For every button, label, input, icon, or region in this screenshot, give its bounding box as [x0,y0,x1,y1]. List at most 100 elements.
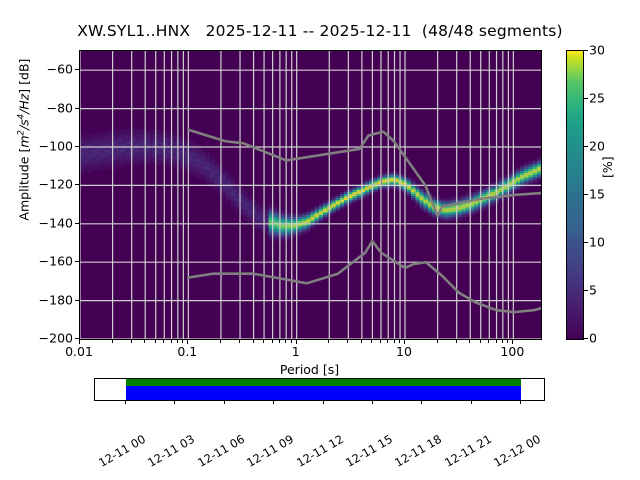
x-tick-label: 0.01 [65,344,93,359]
x-tick-mark [285,340,287,343]
x-tick-mark [436,340,438,343]
x-tick-mark [360,340,362,343]
x-tick-mark [387,340,389,343]
x-tick-mark [404,340,405,344]
colorbar-tick-label: 15 [589,186,605,202]
y-axis-ticks: −60 −80 −100 −120 −140 −160 −180 −200 [20,50,79,346]
x-tick-mark [479,340,481,343]
x-tick-mark [290,340,292,343]
x-tick-mark [347,340,349,343]
ppsd-plot-area [80,51,541,339]
colorbar-tick-label: 5 [589,282,597,298]
x-tick-mark [278,340,280,343]
coverage-tick-label: 12-11 12 [293,431,346,470]
x-tick-mark [252,340,254,343]
y-tick-mark [75,222,79,224]
coverage-tick-label: 12-11 03 [145,431,198,470]
y-tick-label: −200 [38,330,73,346]
x-tick-mark [371,340,373,343]
x-tick-mark [182,340,184,343]
y-tick-mark [75,69,79,71]
x-tick-mark [501,340,503,343]
coverage-tick-label: 12-11 09 [244,431,297,470]
ppsd-density-canvas [80,51,541,339]
coverage-tick-label: 12-12 00 [491,431,543,470]
colorbar-tick-mark [584,98,588,99]
x-tick-mark [219,340,221,343]
colorbar-tick-label: 30 [589,42,605,58]
x-axis-label: Period [s] [279,362,340,377]
y-tick-mark [75,107,79,109]
coverage-span-bar [126,386,521,400]
y-tick-label: −120 [38,176,73,192]
coverage-tick-label: 12-11 06 [194,431,247,470]
x-tick-mark [111,340,113,343]
coverage-tick-label: 12-11 18 [392,431,445,470]
x-tick-label: 1 [291,344,300,359]
x-tick-label: 10 [396,344,412,359]
x-tick-mark [399,340,401,343]
x-tick-mark [176,340,178,343]
x-tick-mark [154,340,156,343]
x-tick-mark [170,340,172,343]
ppsd-axes [79,50,542,340]
y-tick-label: −100 [38,138,73,154]
y-tick-mark [75,338,79,339]
x-tick-mark [79,340,80,344]
x-tick-mark [239,340,241,343]
x-tick-mark [507,340,509,343]
colorbar-tick-mark [584,50,588,51]
coverage-data-bar [126,379,521,386]
y-tick-label: −140 [38,215,73,231]
coverage-tick-mark [125,400,126,404]
page-title: XW.SYL1..HNX 2025-12-11 -- 2025-12-11 (4… [77,22,563,40]
colorbar-ticks: 0 5 10 15 20 25 30 [584,43,624,346]
coverage-tick-label: 12-11 21 [441,431,494,470]
x-tick-mark [328,340,330,343]
x-tick-mark [144,340,146,343]
y-tick-label: −60 [46,61,73,77]
colorbar-tick-mark [584,290,588,291]
colorbar-tick-mark [584,194,588,195]
y-tick-mark [75,146,79,147]
colorbar-tick-mark [584,242,588,243]
y-tick-label: −180 [38,292,73,308]
colorbar-label: [%] [600,156,615,178]
x-tick-mark [163,340,165,343]
coverage-tick-mark [520,400,521,404]
x-tick-label: 0.1 [177,344,198,359]
colorbar-tick-mark [584,338,588,339]
x-axis-ticks: 0.01 0.1 1 10 100 [65,340,540,363]
coverage-tick-mark [174,400,176,404]
coverage-tick-mark [223,400,225,404]
y-axis-label: Amplitude [m2/s4/Hz] [dB] [16,58,32,221]
x-tick-mark [271,340,273,343]
y-tick-mark [75,261,79,263]
colorbar-tick-label: 25 [589,90,605,106]
colorbar-tick-label: 10 [589,234,605,250]
x-tick-mark [455,340,457,343]
colorbar-tick-label: 20 [589,138,605,154]
y-tick-label: −160 [38,253,73,269]
coverage-tick-mark [273,400,275,404]
colorbar-tick-mark [584,146,588,147]
coverage-tick-mark [371,400,373,404]
x-tick-mark [187,340,189,344]
x-tick-mark [512,340,514,344]
x-tick-mark [379,340,381,343]
coverage-time-ticks: 12-11 00 12-11 03 12-11 06 12-11 09 12-11 12… [94,400,545,470]
y-tick-mark [75,184,79,186]
coverage-axes [94,378,545,401]
coverage-tick-mark [470,400,472,404]
colorbar-tick-label: 0 [589,330,597,346]
x-tick-mark [393,340,395,343]
y-tick-mark [75,299,79,301]
y-tick-label: −80 [46,100,73,116]
x-tick-mark [295,340,297,344]
coverage-tick-mark [322,400,324,404]
x-tick-mark [130,340,132,343]
coverage-tick-label: 12-11 00 [96,431,148,470]
coverage-tick-mark [421,400,423,404]
colorbar [566,50,584,340]
